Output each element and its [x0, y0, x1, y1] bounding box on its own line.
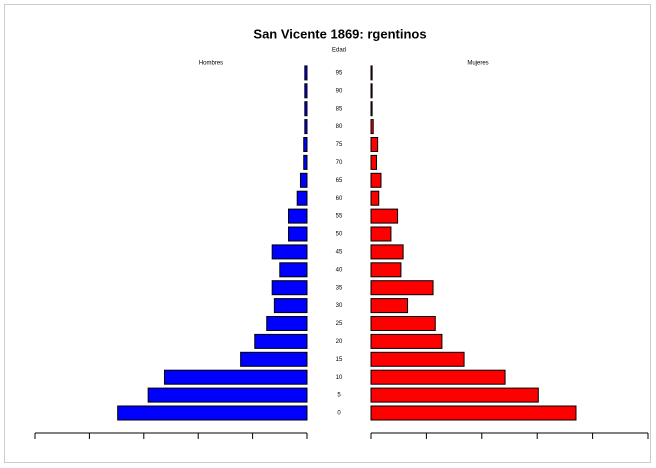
bar	[370, 244, 404, 260]
bar	[288, 208, 308, 224]
bar	[299, 172, 308, 188]
bar	[370, 208, 399, 224]
bar	[271, 244, 308, 260]
center-label: Edad	[332, 48, 346, 54]
age-label: 15	[336, 357, 343, 363]
bar	[303, 137, 308, 152]
bar	[254, 333, 308, 349]
bar	[370, 280, 434, 296]
bar	[370, 172, 382, 188]
bar	[370, 137, 379, 152]
right-label: Mujeres	[467, 61, 488, 67]
age-label: 85	[336, 106, 343, 112]
bar	[147, 387, 308, 403]
bar	[273, 298, 308, 314]
bar	[304, 65, 308, 81]
bar	[370, 190, 380, 206]
bar	[370, 316, 436, 331]
age-label: 20	[336, 339, 343, 345]
bar	[370, 405, 577, 421]
bar	[304, 119, 308, 135]
bar	[279, 262, 308, 278]
bar	[240, 351, 308, 367]
age-label: 80	[336, 124, 343, 130]
age-label: 10	[336, 375, 343, 381]
bar	[303, 154, 308, 170]
bar	[370, 387, 539, 403]
age-label: 65	[336, 178, 343, 184]
age-label: 90	[336, 88, 343, 94]
bar	[370, 351, 465, 367]
age-label: 30	[336, 303, 343, 309]
bar	[266, 316, 308, 331]
bar	[288, 226, 308, 242]
age-label: 45	[336, 249, 343, 255]
bar	[370, 333, 443, 349]
bar	[370, 226, 392, 242]
age-label: 5	[337, 393, 341, 399]
bar	[370, 83, 373, 99]
bar	[370, 298, 409, 314]
bar	[296, 190, 308, 206]
bar	[370, 119, 374, 135]
age-label: 60	[336, 196, 343, 202]
bar	[370, 101, 373, 117]
bar	[117, 405, 308, 421]
bar	[304, 83, 308, 99]
age-label: 40	[336, 267, 343, 273]
age-label: 25	[336, 321, 343, 327]
age-label: 0	[337, 411, 341, 417]
age-label: 50	[336, 232, 343, 238]
bar	[163, 369, 308, 385]
bar	[370, 65, 373, 81]
bar	[370, 369, 506, 385]
chart-title: San Vicente 1869: rgentinos	[253, 26, 426, 41]
age-label: 75	[336, 142, 343, 148]
left-label: Hombres	[199, 61, 223, 67]
age-label: 35	[336, 285, 343, 291]
bar	[304, 101, 308, 117]
age-label: 95	[336, 70, 343, 76]
bar	[271, 280, 308, 296]
bar	[370, 262, 402, 278]
age-label: 55	[336, 214, 343, 220]
bar	[370, 154, 378, 170]
frame	[4, 4, 651, 463]
age-label: 70	[336, 160, 343, 166]
